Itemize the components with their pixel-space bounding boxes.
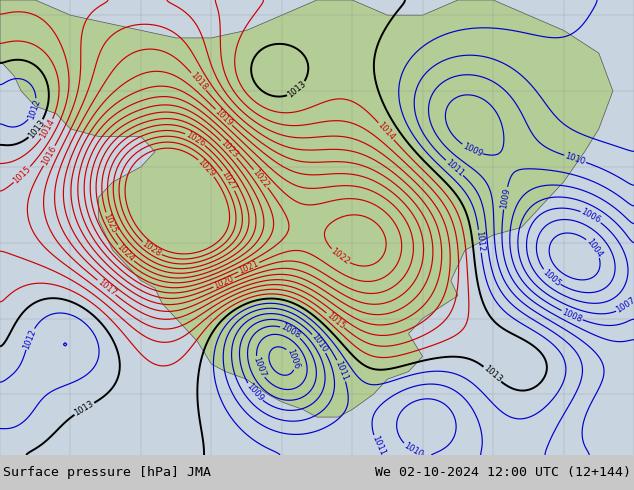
Text: 1008: 1008 bbox=[560, 307, 583, 324]
Text: 1013: 1013 bbox=[27, 118, 47, 140]
Text: 1025: 1025 bbox=[102, 212, 119, 234]
Text: 1011: 1011 bbox=[333, 359, 350, 382]
Text: 1013: 1013 bbox=[286, 79, 308, 100]
Text: 1022: 1022 bbox=[329, 246, 351, 267]
Text: 1012: 1012 bbox=[22, 327, 38, 350]
Text: 1008: 1008 bbox=[280, 322, 302, 341]
Text: 1010: 1010 bbox=[564, 151, 586, 167]
Text: 1007: 1007 bbox=[615, 296, 634, 315]
Text: 1007: 1007 bbox=[251, 356, 267, 379]
Text: 1012: 1012 bbox=[26, 98, 42, 121]
Text: 1011: 1011 bbox=[444, 158, 465, 178]
Text: 1029: 1029 bbox=[196, 157, 217, 179]
Text: 1019: 1019 bbox=[213, 107, 235, 128]
Text: We 02-10-2024 12:00 UTC (12+144): We 02-10-2024 12:00 UTC (12+144) bbox=[375, 466, 631, 479]
Text: 1018: 1018 bbox=[188, 71, 209, 93]
Text: 1013: 1013 bbox=[73, 399, 96, 418]
Text: 1013: 1013 bbox=[481, 364, 503, 385]
Text: 1017: 1017 bbox=[96, 277, 117, 297]
Text: 1006: 1006 bbox=[285, 347, 301, 370]
Text: 1015: 1015 bbox=[325, 310, 346, 331]
Text: 1024: 1024 bbox=[115, 243, 136, 264]
Text: 1010: 1010 bbox=[309, 332, 329, 355]
Text: 1014: 1014 bbox=[38, 118, 56, 141]
Text: 1004: 1004 bbox=[585, 237, 604, 259]
Text: 1021: 1021 bbox=[237, 259, 260, 276]
Text: 1009: 1009 bbox=[499, 187, 512, 209]
Text: 1015: 1015 bbox=[11, 164, 33, 185]
Text: 1022: 1022 bbox=[251, 168, 271, 190]
Text: 1023: 1023 bbox=[218, 138, 240, 160]
Text: 1010: 1010 bbox=[402, 441, 424, 459]
Text: 1012: 1012 bbox=[474, 230, 486, 252]
Text: 1014: 1014 bbox=[376, 121, 396, 142]
Text: 1009: 1009 bbox=[461, 142, 484, 158]
Polygon shape bbox=[0, 0, 613, 417]
Text: 1028: 1028 bbox=[140, 240, 163, 259]
Text: 1011: 1011 bbox=[370, 434, 387, 457]
Text: 1027: 1027 bbox=[219, 170, 238, 192]
Text: 1005: 1005 bbox=[541, 268, 562, 288]
Text: 1020: 1020 bbox=[212, 274, 235, 291]
Text: 1026: 1026 bbox=[184, 130, 207, 148]
Text: 1016: 1016 bbox=[40, 144, 58, 167]
Text: Surface pressure [hPa] JMA: Surface pressure [hPa] JMA bbox=[3, 466, 211, 479]
Text: 1006: 1006 bbox=[579, 207, 602, 225]
Text: 1009: 1009 bbox=[244, 382, 265, 403]
